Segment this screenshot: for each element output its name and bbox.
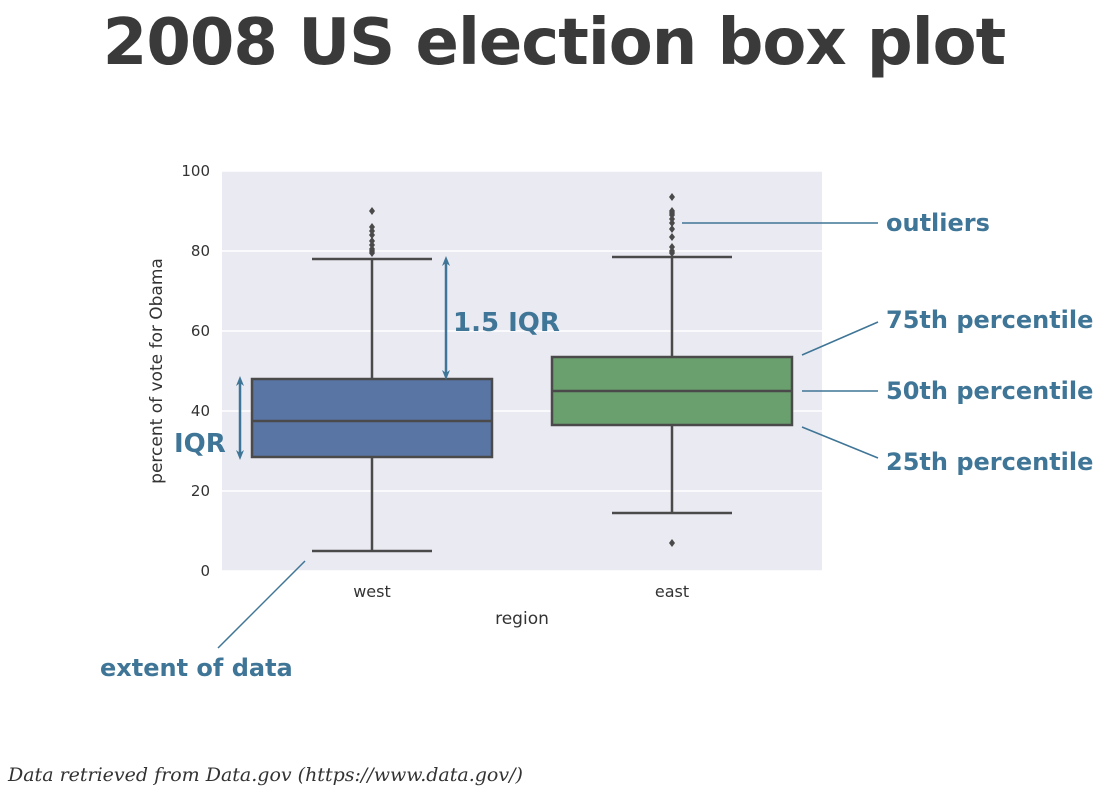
annotations: outliers 75th percentile 50th percentile 25… bbox=[100, 209, 1093, 682]
y-tick-label: 0 bbox=[200, 562, 210, 580]
outlier-point bbox=[669, 243, 675, 251]
box-east bbox=[550, 193, 794, 547]
x-tick-label: west bbox=[353, 582, 391, 601]
outlier-point bbox=[369, 223, 375, 231]
x-axis-label: region bbox=[495, 609, 549, 629]
outlier-point bbox=[669, 207, 675, 215]
outlier-point bbox=[369, 207, 375, 215]
outliers-label: outliers bbox=[886, 209, 990, 237]
extent-label: extent of data bbox=[100, 654, 293, 682]
outlier-point bbox=[669, 193, 675, 201]
x-tick-label: east bbox=[655, 582, 689, 601]
percentile-50-label: 50th percentile bbox=[886, 377, 1093, 405]
y-tick-label: 100 bbox=[181, 162, 210, 180]
extent-connector bbox=[217, 560, 306, 649]
y-tick-label: 60 bbox=[191, 322, 210, 340]
iqr-1-5-label: 1.5 IQR bbox=[453, 308, 560, 338]
y-axis-label: percent of vote for Obama bbox=[147, 258, 167, 484]
outlier-point bbox=[369, 237, 375, 245]
percentile-25-connector bbox=[801, 426, 879, 459]
percentile-75-label: 75th percentile bbox=[886, 306, 1093, 334]
iqr-label: IQR bbox=[174, 429, 226, 459]
outlier-point bbox=[669, 233, 675, 241]
y-tick-label: 80 bbox=[191, 242, 210, 260]
source-note: Data retrieved from Data.gov (https://ww… bbox=[8, 764, 523, 786]
outlier-point bbox=[669, 225, 675, 233]
percentile-25-label: 25th percentile bbox=[886, 448, 1093, 476]
y-axis-ticks: 0 20 40 60 80 100 bbox=[181, 162, 210, 580]
percentile-75-connector bbox=[801, 321, 879, 356]
box-west bbox=[250, 207, 494, 553]
boxes bbox=[250, 193, 794, 553]
outlier-point bbox=[669, 539, 675, 547]
page-title: 2008 US election box plot bbox=[102, 6, 1006, 80]
box-iqr bbox=[250, 377, 494, 459]
x-axis-ticks: west east bbox=[353, 582, 689, 601]
y-tick-label: 20 bbox=[191, 482, 210, 500]
y-tick-label: 40 bbox=[191, 402, 210, 420]
